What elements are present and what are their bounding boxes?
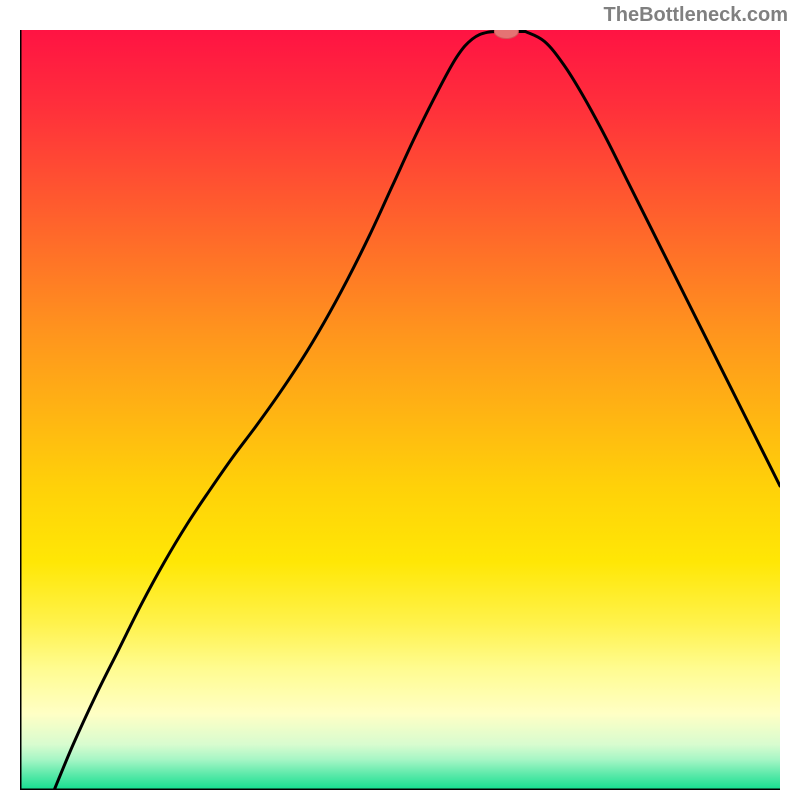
watermark-text: TheBottleneck.com [604, 4, 788, 27]
gradient-background [20, 30, 780, 790]
plot-area [20, 30, 780, 790]
